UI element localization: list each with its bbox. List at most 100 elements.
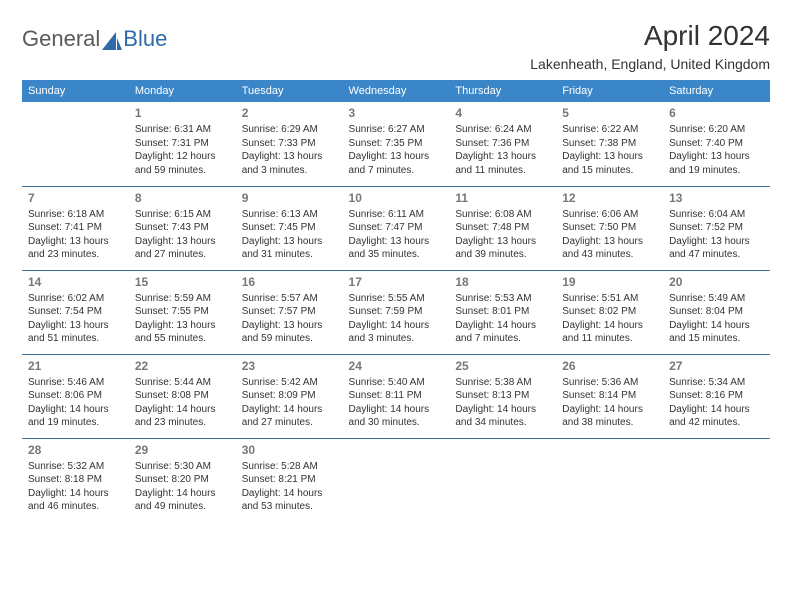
sail-icon [102,30,122,48]
calendar-day-cell: 4Sunrise: 6:24 AMSunset: 7:36 PMDaylight… [449,102,556,186]
sunrise-text: Sunrise: 5:36 AM [562,376,657,390]
sunrise-text: Sunrise: 5:55 AM [349,292,444,306]
calendar-day-cell: 29Sunrise: 5:30 AMSunset: 8:20 PMDayligh… [129,438,236,522]
calendar-day-cell: 27Sunrise: 5:34 AMSunset: 8:16 PMDayligh… [663,354,770,438]
day-header: Friday [556,80,663,102]
daylight-text: Daylight: 14 hours and 11 minutes. [562,319,657,346]
sunset-text: Sunset: 8:18 PM [28,473,123,487]
calendar-day-cell: 8Sunrise: 6:15 AMSunset: 7:43 PMDaylight… [129,186,236,270]
calendar-day-cell: 25Sunrise: 5:38 AMSunset: 8:13 PMDayligh… [449,354,556,438]
day-number: 21 [28,358,123,374]
calendar-day-cell [449,438,556,522]
sunset-text: Sunset: 8:21 PM [242,473,337,487]
calendar-week-row: 1Sunrise: 6:31 AMSunset: 7:31 PMDaylight… [22,102,770,186]
daylight-text: Daylight: 14 hours and 27 minutes. [242,403,337,430]
daylight-text: Daylight: 13 hours and 55 minutes. [135,319,230,346]
sunrise-text: Sunrise: 6:18 AM [28,208,123,222]
sunrise-text: Sunrise: 5:53 AM [455,292,550,306]
day-number: 22 [135,358,230,374]
sunrise-text: Sunrise: 5:51 AM [562,292,657,306]
sunset-text: Sunset: 8:09 PM [242,389,337,403]
location-subtitle: Lakenheath, England, United Kingdom [530,56,770,72]
daylight-text: Daylight: 14 hours and 23 minutes. [135,403,230,430]
daylight-text: Daylight: 13 hours and 27 minutes. [135,235,230,262]
sunset-text: Sunset: 8:04 PM [669,305,764,319]
sunrise-text: Sunrise: 6:27 AM [349,123,444,137]
sunrise-text: Sunrise: 5:28 AM [242,460,337,474]
header: General Blue April 2024 Lakenheath, Engl… [22,20,770,72]
day-number: 1 [135,105,230,121]
daylight-text: Daylight: 14 hours and 19 minutes. [28,403,123,430]
sunset-text: Sunset: 7:59 PM [349,305,444,319]
daylight-text: Daylight: 13 hours and 47 minutes. [669,235,764,262]
sunset-text: Sunset: 7:31 PM [135,137,230,151]
day-number: 7 [28,190,123,206]
sunrise-text: Sunrise: 5:57 AM [242,292,337,306]
sunrise-text: Sunrise: 5:44 AM [135,376,230,390]
calendar-day-cell: 24Sunrise: 5:40 AMSunset: 8:11 PMDayligh… [343,354,450,438]
calendar-day-cell: 16Sunrise: 5:57 AMSunset: 7:57 PMDayligh… [236,270,343,354]
calendar-day-cell: 15Sunrise: 5:59 AMSunset: 7:55 PMDayligh… [129,270,236,354]
daylight-text: Daylight: 14 hours and 46 minutes. [28,487,123,514]
day-number: 15 [135,274,230,290]
calendar-day-cell: 17Sunrise: 5:55 AMSunset: 7:59 PMDayligh… [343,270,450,354]
day-number: 29 [135,442,230,458]
calendar-day-cell: 21Sunrise: 5:46 AMSunset: 8:06 PMDayligh… [22,354,129,438]
sunrise-text: Sunrise: 5:34 AM [669,376,764,390]
day-number: 13 [669,190,764,206]
daylight-text: Daylight: 14 hours and 53 minutes. [242,487,337,514]
sunset-text: Sunset: 7:57 PM [242,305,337,319]
daylight-text: Daylight: 13 hours and 19 minutes. [669,150,764,177]
calendar-table: SundayMondayTuesdayWednesdayThursdayFrid… [22,80,770,522]
calendar-day-cell: 23 Sunrise: 5:42 AMSunset: 8:09 PMDayligh… [236,354,343,438]
sunrise-text: Sunrise: 6:08 AM [455,208,550,222]
daylight-text: Daylight: 13 hours and 59 minutes. [242,319,337,346]
day-header: Tuesday [236,80,343,102]
calendar-day-cell: 28Sunrise: 5:32 AMSunset: 8:18 PMDayligh… [22,438,129,522]
day-number: 2 [242,105,337,121]
calendar-day-cell: 11Sunrise: 6:08 AMSunset: 7:48 PMDayligh… [449,186,556,270]
sunset-text: Sunset: 8:01 PM [455,305,550,319]
sunset-text: Sunset: 8:20 PM [135,473,230,487]
sunset-text: Sunset: 7:47 PM [349,221,444,235]
calendar-day-cell: 5Sunrise: 6:22 AMSunset: 7:38 PMDaylight… [556,102,663,186]
sunrise-text: Sunrise: 6:13 AM [242,208,337,222]
calendar-day-cell: 2Sunrise: 6:29 AMSunset: 7:33 PMDaylight… [236,102,343,186]
calendar-day-cell: 20Sunrise: 5:49 AMSunset: 8:04 PMDayligh… [663,270,770,354]
day-number: 25 [455,358,550,374]
sunset-text: Sunset: 7:43 PM [135,221,230,235]
daylight-text: Daylight: 14 hours and 7 minutes. [455,319,550,346]
day-number: 5 [562,105,657,121]
sunrise-text: Sunrise: 6:06 AM [562,208,657,222]
calendar-day-cell [22,102,129,186]
day-number: 12 [562,190,657,206]
calendar-week-row: 21Sunrise: 5:46 AMSunset: 8:06 PMDayligh… [22,354,770,438]
day-number: 10 [349,190,444,206]
day-number: 19 [562,274,657,290]
daylight-text: Daylight: 14 hours and 15 minutes. [669,319,764,346]
calendar-day-cell: 7Sunrise: 6:18 AMSunset: 7:41 PMDaylight… [22,186,129,270]
calendar-day-cell: 18 Sunrise: 5:53 AMSunset: 8:01 PMDayligh… [449,270,556,354]
sunrise-text: Sunrise: 5:30 AM [135,460,230,474]
sunset-text: Sunset: 8:08 PM [135,389,230,403]
sunrise-text: Sunrise: 6:24 AM [455,123,550,137]
calendar-day-cell: 10Sunrise: 6:11 AMSunset: 7:47 PMDayligh… [343,186,450,270]
daylight-text: Daylight: 14 hours and 3 minutes. [349,319,444,346]
day-number: 28 [28,442,123,458]
logo-text-1: General [22,26,100,52]
day-number: 11 [455,190,550,206]
sunrise-text: Sunrise: 5:42 AM [242,376,337,390]
sunset-text: Sunset: 8:14 PM [562,389,657,403]
day-number: 4 [455,105,550,121]
day-number: 23 [242,358,337,374]
day-number: 3 [349,105,444,121]
sunrise-text: Sunrise: 6:11 AM [349,208,444,222]
sunrise-text: Sunrise: 6:20 AM [669,123,764,137]
page-title: April 2024 [530,20,770,52]
calendar-week-row: 14Sunrise: 6:02 AMSunset: 7:54 PMDayligh… [22,270,770,354]
day-number: 18 [455,274,550,290]
daylight-text: Daylight: 14 hours and 34 minutes. [455,403,550,430]
day-header: Thursday [449,80,556,102]
calendar-header-row: SundayMondayTuesdayWednesdayThursdayFrid… [22,80,770,102]
calendar-day-cell: 13Sunrise: 6:04 AMSunset: 7:52 PMDayligh… [663,186,770,270]
